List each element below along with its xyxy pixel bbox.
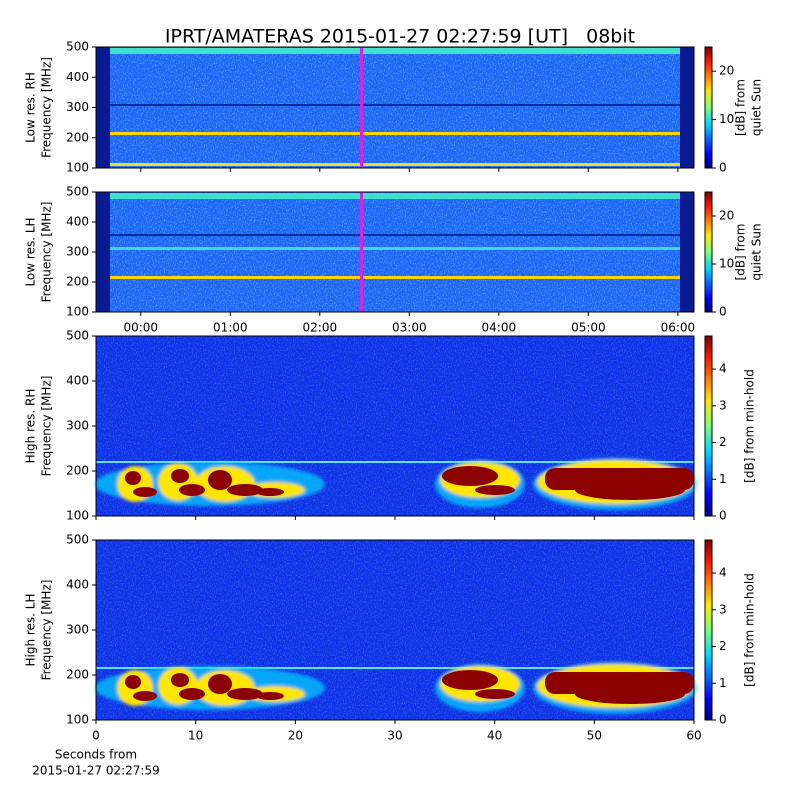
y-tick-label: 300 <box>66 623 89 637</box>
colorbar-tick-label: 1 <box>719 472 727 486</box>
y-axis-label: High res. LH <box>24 593 38 666</box>
colorbar <box>704 191 713 313</box>
colorbar-label: [dB] from <box>734 224 748 281</box>
colorbar-tick-label: 10 <box>719 112 734 126</box>
y-tick-label: 300 <box>66 419 89 433</box>
colorbar-tick-label: 1 <box>719 676 727 690</box>
x-tick-label: 40 <box>487 729 502 743</box>
y-tick-label: 500 <box>66 40 89 54</box>
x-tick-label: 04:00 <box>482 321 517 335</box>
spectrogram-high-lh <box>95 540 697 720</box>
y-tick-label: 300 <box>66 100 89 114</box>
spectrogram-low-rh <box>96 47 694 168</box>
y-tick-label: 400 <box>66 215 89 229</box>
y-tick-label: 300 <box>66 245 89 259</box>
x-tick-label: 20 <box>288 729 303 743</box>
colorbar-tick-label: 4 <box>719 362 727 376</box>
x-tick-label: 10 <box>188 729 203 743</box>
y-tick-label: 200 <box>66 464 89 478</box>
x-tick-label: 50 <box>587 729 602 743</box>
x-tick-label: 03:00 <box>392 321 427 335</box>
x-axis-label: 2015-01-27 02:27:59 <box>32 764 159 778</box>
colorbar-tick-label: 4 <box>719 566 727 580</box>
y-axis-label: Low res. LH <box>24 217 38 286</box>
x-tick-label: 0 <box>92 729 100 743</box>
colorbar-tick-label: 0 <box>719 161 727 175</box>
y-axis-label: Frequency [MHz] <box>40 57 54 158</box>
y-tick-label: 100 <box>66 161 89 175</box>
colorbar <box>704 539 713 721</box>
y-tick-label: 200 <box>66 668 89 682</box>
colorbar-label: [dB] from min-hold <box>743 369 757 483</box>
x-axis-label: Seconds from <box>55 748 137 762</box>
spectrogram-low-lh <box>96 192 694 312</box>
y-tick-label: 500 <box>66 185 89 199</box>
colorbar-tick-label: 20 <box>719 64 734 78</box>
y-axis-label: Low res. RH <box>24 72 38 143</box>
x-tick-label: 01:00 <box>213 321 248 335</box>
colorbar-label: quiet Sun <box>750 79 764 136</box>
x-tick-label: 06:00 <box>661 321 696 335</box>
y-tick-label: 500 <box>66 533 89 547</box>
colorbar-tick-label: 2 <box>719 435 727 449</box>
colorbar-tick-label: 0 <box>719 509 727 523</box>
colorbar-tick-label: 10 <box>719 257 734 271</box>
colorbar-tick-label: 3 <box>719 398 727 412</box>
x-tick-label: 60 <box>686 729 701 743</box>
spectrogram-high-rh <box>95 336 697 516</box>
colorbar-label: [dB] from min-hold <box>743 573 757 687</box>
x-tick-label: 30 <box>387 729 402 743</box>
colorbar-tick-label: 0 <box>719 305 727 319</box>
x-tick-label: 05:00 <box>571 321 606 335</box>
y-tick-label: 100 <box>66 509 89 523</box>
y-tick-label: 400 <box>66 70 89 84</box>
colorbar <box>704 46 713 169</box>
y-axis-label: Frequency [MHz] <box>40 202 54 303</box>
y-axis-label: High res. RH <box>24 389 38 464</box>
y-tick-label: 100 <box>66 713 89 727</box>
colorbar-tick-label: 2 <box>719 639 727 653</box>
x-tick-label: 02:00 <box>303 321 338 335</box>
colorbar-tick-label: 0 <box>719 713 727 727</box>
colorbar-tick-label: 3 <box>719 602 727 616</box>
colorbar-label: [dB] from <box>734 79 748 136</box>
y-tick-label: 200 <box>66 130 89 144</box>
y-tick-label: 500 <box>66 329 89 343</box>
y-tick-label: 400 <box>66 374 89 388</box>
x-tick-label: 00:00 <box>123 321 158 335</box>
y-axis-label: Frequency [MHz] <box>40 580 54 681</box>
figure-title: IPRT/AMATERAS 2015-01-27 02:27:59 [UT] 0… <box>165 26 635 48</box>
y-tick-label: 200 <box>66 275 89 289</box>
y-tick-label: 400 <box>66 578 89 592</box>
colorbar-label: quiet Sun <box>750 223 764 280</box>
y-axis-label: Frequency [MHz] <box>40 376 54 477</box>
y-tick-label: 100 <box>66 305 89 319</box>
colorbar <box>704 335 713 517</box>
colorbar-tick-label: 20 <box>719 209 734 223</box>
